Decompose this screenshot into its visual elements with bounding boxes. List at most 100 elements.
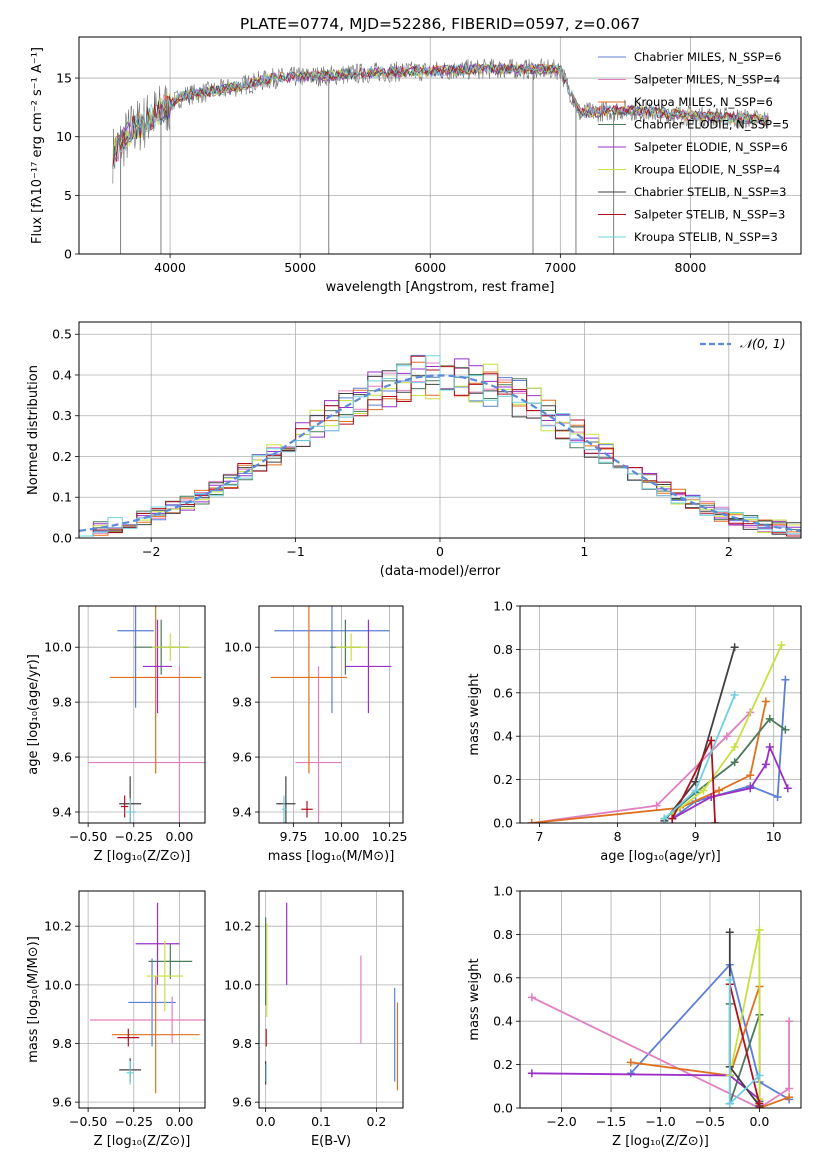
y-tick-label: 0.1 xyxy=(52,490,72,505)
mass-weight-marker xyxy=(652,801,661,810)
mass-weight-marker xyxy=(730,690,739,699)
axes-frame xyxy=(519,890,802,1109)
y-tick-label: 10 xyxy=(56,129,72,144)
mass-weight-marker xyxy=(715,786,724,795)
mass-weight-marker xyxy=(699,786,708,795)
mass-weight-marker xyxy=(722,732,731,741)
errorbar-point xyxy=(121,795,129,818)
x-tick-label: 7 xyxy=(536,829,544,844)
mass-weight-marker xyxy=(730,643,739,652)
mass-weight-marker xyxy=(730,758,739,767)
y-tick-label: 0.8 xyxy=(493,927,513,942)
mass-weight-marker xyxy=(725,1099,734,1108)
y-tick-label: 0 xyxy=(64,247,72,262)
x-tick-label: 0.1 xyxy=(311,1114,331,1129)
normal-distribution-curve xyxy=(79,374,801,532)
y-tick-label: 10.0 xyxy=(44,640,72,655)
legend-entry: Kroupa STELIB, N_SSP=3 xyxy=(634,230,778,244)
errorbar-point xyxy=(345,619,392,714)
mass-weight-marker xyxy=(730,743,739,752)
y-tick-label: 9.8 xyxy=(232,1036,252,1051)
y-tick-label: 9.4 xyxy=(232,805,252,820)
mass-weight-marker xyxy=(755,1104,764,1108)
legend-entry: Salpeter ELODIE, N_SSP=6 xyxy=(634,140,788,154)
x-tick-label: 0 xyxy=(436,544,444,559)
mass-weight-line xyxy=(671,644,783,816)
y-tick-label: 0.3 xyxy=(52,408,72,423)
gridlines xyxy=(79,891,205,1108)
mass-weight-marker xyxy=(755,926,764,935)
mass-weight-line xyxy=(531,996,790,1108)
x-tick-label: 10.00 xyxy=(324,829,360,844)
x-axis-label: E(B-V) xyxy=(311,1134,351,1149)
y-axis-label: age [log₁₀(age/yr)] xyxy=(26,654,41,775)
errorbar-point xyxy=(135,902,180,985)
y-tick-label: 10.2 xyxy=(44,919,72,934)
axes-frame xyxy=(78,890,206,1109)
panel-weight_vs_z: −2.0 −1.5 −1.0 −0.5 0.0 0.0 0.2 0.4 0.6 0.8 1.0 Z [… xyxy=(467,884,802,1149)
errorbar-point xyxy=(295,666,342,823)
y-tick-label: 0.2 xyxy=(493,1057,513,1072)
errorbar-point xyxy=(126,1061,134,1085)
errorbar-point xyxy=(124,798,136,823)
errorbar-point xyxy=(148,943,193,979)
x-tick-label: −0.50 xyxy=(69,1114,107,1129)
legend-entry: Salpeter MILES, N_SSP=4 xyxy=(634,73,780,87)
mass-weight-marker xyxy=(527,819,536,823)
y-tick-label: 1.0 xyxy=(493,884,513,899)
y-tick-label: 0.4 xyxy=(493,729,513,744)
y-tick-label: 0.2 xyxy=(493,772,513,787)
y-tick-label: 0.6 xyxy=(493,685,513,700)
y-tick-label: 9.6 xyxy=(232,750,252,765)
plot-area xyxy=(527,926,794,1108)
x-tick-label: 2 xyxy=(725,544,733,559)
mass-weight-line xyxy=(531,711,751,823)
mass-weight-marker xyxy=(746,771,755,780)
errorbar-point xyxy=(146,940,184,1012)
x-axis-label: Z [log₁₀(Z/Z⊙)] xyxy=(612,1134,709,1149)
errorbar-point xyxy=(110,606,202,774)
panel-age_vs_mass: 9.75 10.00 10.25 9.4 9.6 9.8 10.0 mass [log₁₀(M… xyxy=(224,605,407,864)
gridlines xyxy=(259,606,403,823)
panel-residuals: −2 −1 0 1 2 0.0 0.1 0.2 0.3 0.4 0.5 (data-model)/er… xyxy=(26,321,802,579)
x-axis-label: age [log₁₀(age/yr)] xyxy=(600,849,721,864)
errorbar-point xyxy=(88,666,205,823)
x-tick-label: 0.2 xyxy=(366,1114,386,1129)
x-tick-label: −1 xyxy=(286,544,304,559)
y-tick-label: 10.0 xyxy=(224,977,252,992)
x-axis-label: Z [log₁₀(Z/Z⊙)] xyxy=(94,849,191,864)
legend-entry: Salpeter STELIB, N_SSP=3 xyxy=(634,208,785,222)
legend-entry: Chabrier STELIB, N_SSP=3 xyxy=(634,185,786,199)
panel-mass_vs_ebv: 0.0 0.1 0.2 9.6 9.8 10.0 10.2 E(B-V) xyxy=(224,890,404,1149)
mass-weight-line xyxy=(531,1072,761,1104)
mass-weight-marker xyxy=(781,675,790,684)
y-tick-label: 0.0 xyxy=(52,531,72,546)
y-tick-label: 1.0 xyxy=(493,599,513,614)
errorbar-point xyxy=(274,606,390,714)
plot-area xyxy=(79,354,801,537)
errorbar-point xyxy=(276,776,296,823)
errorbar-point xyxy=(128,958,176,1047)
y-tick-label: 0.4 xyxy=(52,367,72,382)
y-tick-label: 5 xyxy=(64,188,72,203)
y-tick-label: 9.6 xyxy=(232,1095,252,1110)
gridlines xyxy=(79,606,205,823)
x-tick-label: −0.5 xyxy=(695,1114,725,1129)
x-tick-label: −2.0 xyxy=(546,1114,576,1129)
plot-area xyxy=(265,902,399,1091)
x-tick-label: 7000 xyxy=(544,260,576,275)
mass-weight-marker xyxy=(761,760,770,769)
panel-weight_vs_age: 7 8 9 10 0.0 0.2 0.4 0.6 0.8 1.0 age [log₁₀(age/yr… xyxy=(467,599,802,864)
x-tick-label: −1.5 xyxy=(596,1114,626,1129)
legend-entry: 𝒩(0, 1) xyxy=(740,336,786,351)
mass-weight-marker xyxy=(707,736,716,745)
panel-age_vs_z: −0.50 −0.25 0.00 9.4 9.6 9.8 10.0 Z [log₁₀(Z/Z⊙… xyxy=(26,605,206,864)
x-tick-label: 6000 xyxy=(414,260,446,275)
y-tick-label: 0.8 xyxy=(493,642,513,657)
plot-area xyxy=(112,57,769,254)
y-tick-label: 9.8 xyxy=(52,1036,72,1051)
model-spectrum-line xyxy=(112,63,769,169)
y-axis-label: mass weight xyxy=(467,958,482,1040)
x-tick-label: 0.00 xyxy=(166,829,194,844)
